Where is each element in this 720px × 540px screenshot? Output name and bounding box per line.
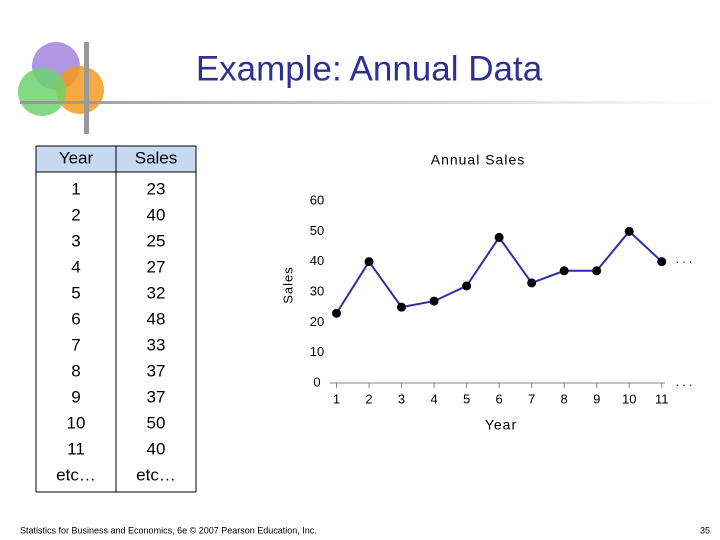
data-point — [559, 266, 569, 276]
data-point — [364, 257, 374, 267]
data-point — [592, 266, 602, 276]
data-line — [335, 229, 663, 314]
table-cell: 9 — [71, 387, 80, 406]
x-axis-label: Year — [485, 417, 517, 433]
data-point — [527, 278, 537, 288]
y-tick-label: 40 — [310, 253, 324, 268]
table-cell: 40 — [147, 205, 166, 224]
y-tick-label: 0 — [313, 374, 320, 389]
data-point — [332, 308, 342, 318]
table-cell: 27 — [147, 257, 166, 276]
slide-title: Example: Annual Data — [196, 49, 543, 88]
table-cell: etc… — [56, 465, 96, 484]
table-cell: 5 — [71, 283, 80, 302]
data-point — [397, 302, 407, 312]
table-cell: 2 — [71, 205, 80, 224]
page-number: 35 — [700, 525, 710, 535]
table-cell: 10 — [67, 413, 86, 432]
y-tick-label: 10 — [310, 344, 324, 359]
y-tick-label: 30 — [310, 283, 324, 298]
data-point — [624, 226, 634, 236]
x-tick-label: 7 — [528, 391, 535, 406]
x-tick-label: 11 — [655, 391, 669, 406]
table-cell: 32 — [147, 283, 166, 302]
table-cell: 11 — [67, 439, 85, 458]
data-point — [462, 281, 472, 291]
table-cell: 37 — [147, 361, 166, 380]
x-tick-label: 1 — [333, 391, 340, 406]
table-cell: 48 — [147, 309, 166, 328]
y-tick-label: 60 — [310, 192, 324, 207]
table-cell: 25 — [147, 231, 166, 250]
x-tick-label: 10 — [622, 391, 636, 406]
x-tick-label: 4 — [430, 391, 437, 406]
data-point — [429, 296, 439, 306]
table-cell: 7 — [71, 335, 80, 354]
x-tick-label: 6 — [496, 391, 503, 406]
table-cell: 37 — [147, 387, 166, 406]
table-cell: 6 — [71, 309, 80, 328]
table-cell: 33 — [147, 335, 166, 354]
annotation: . . . — [676, 375, 693, 389]
footer-source: Statistics for Business and Economics, 6… — [20, 525, 317, 535]
table-header: Year — [59, 148, 94, 167]
x-tick-label: 8 — [561, 391, 568, 406]
x-tick-label: 9 — [593, 391, 600, 406]
y-tick-label: 20 — [310, 314, 324, 329]
logo — [18, 42, 104, 134]
chart-title: Annual Sales — [431, 152, 526, 168]
x-tick-label: 5 — [463, 391, 470, 406]
title-rule — [20, 101, 720, 104]
table-cell: 8 — [71, 361, 80, 380]
table-cell: 3 — [71, 231, 80, 250]
table-cell: 4 — [71, 257, 80, 276]
y-axis-label: Sales — [280, 266, 295, 304]
table-cell: etc… — [136, 465, 176, 484]
annotation: . . . — [676, 252, 693, 266]
x-tick-label: 2 — [365, 391, 372, 406]
table-cell: 23 — [147, 179, 166, 198]
table-cell: 50 — [147, 413, 166, 432]
y-tick-label: 50 — [310, 223, 324, 238]
table-header: Sales — [135, 148, 178, 167]
table-cell: 1 — [71, 179, 80, 198]
table-grid — [35, 145, 197, 493]
data-point — [494, 232, 504, 242]
table-cell: 40 — [147, 439, 166, 458]
data-point — [657, 257, 667, 267]
x-tick-label: 3 — [398, 391, 405, 406]
